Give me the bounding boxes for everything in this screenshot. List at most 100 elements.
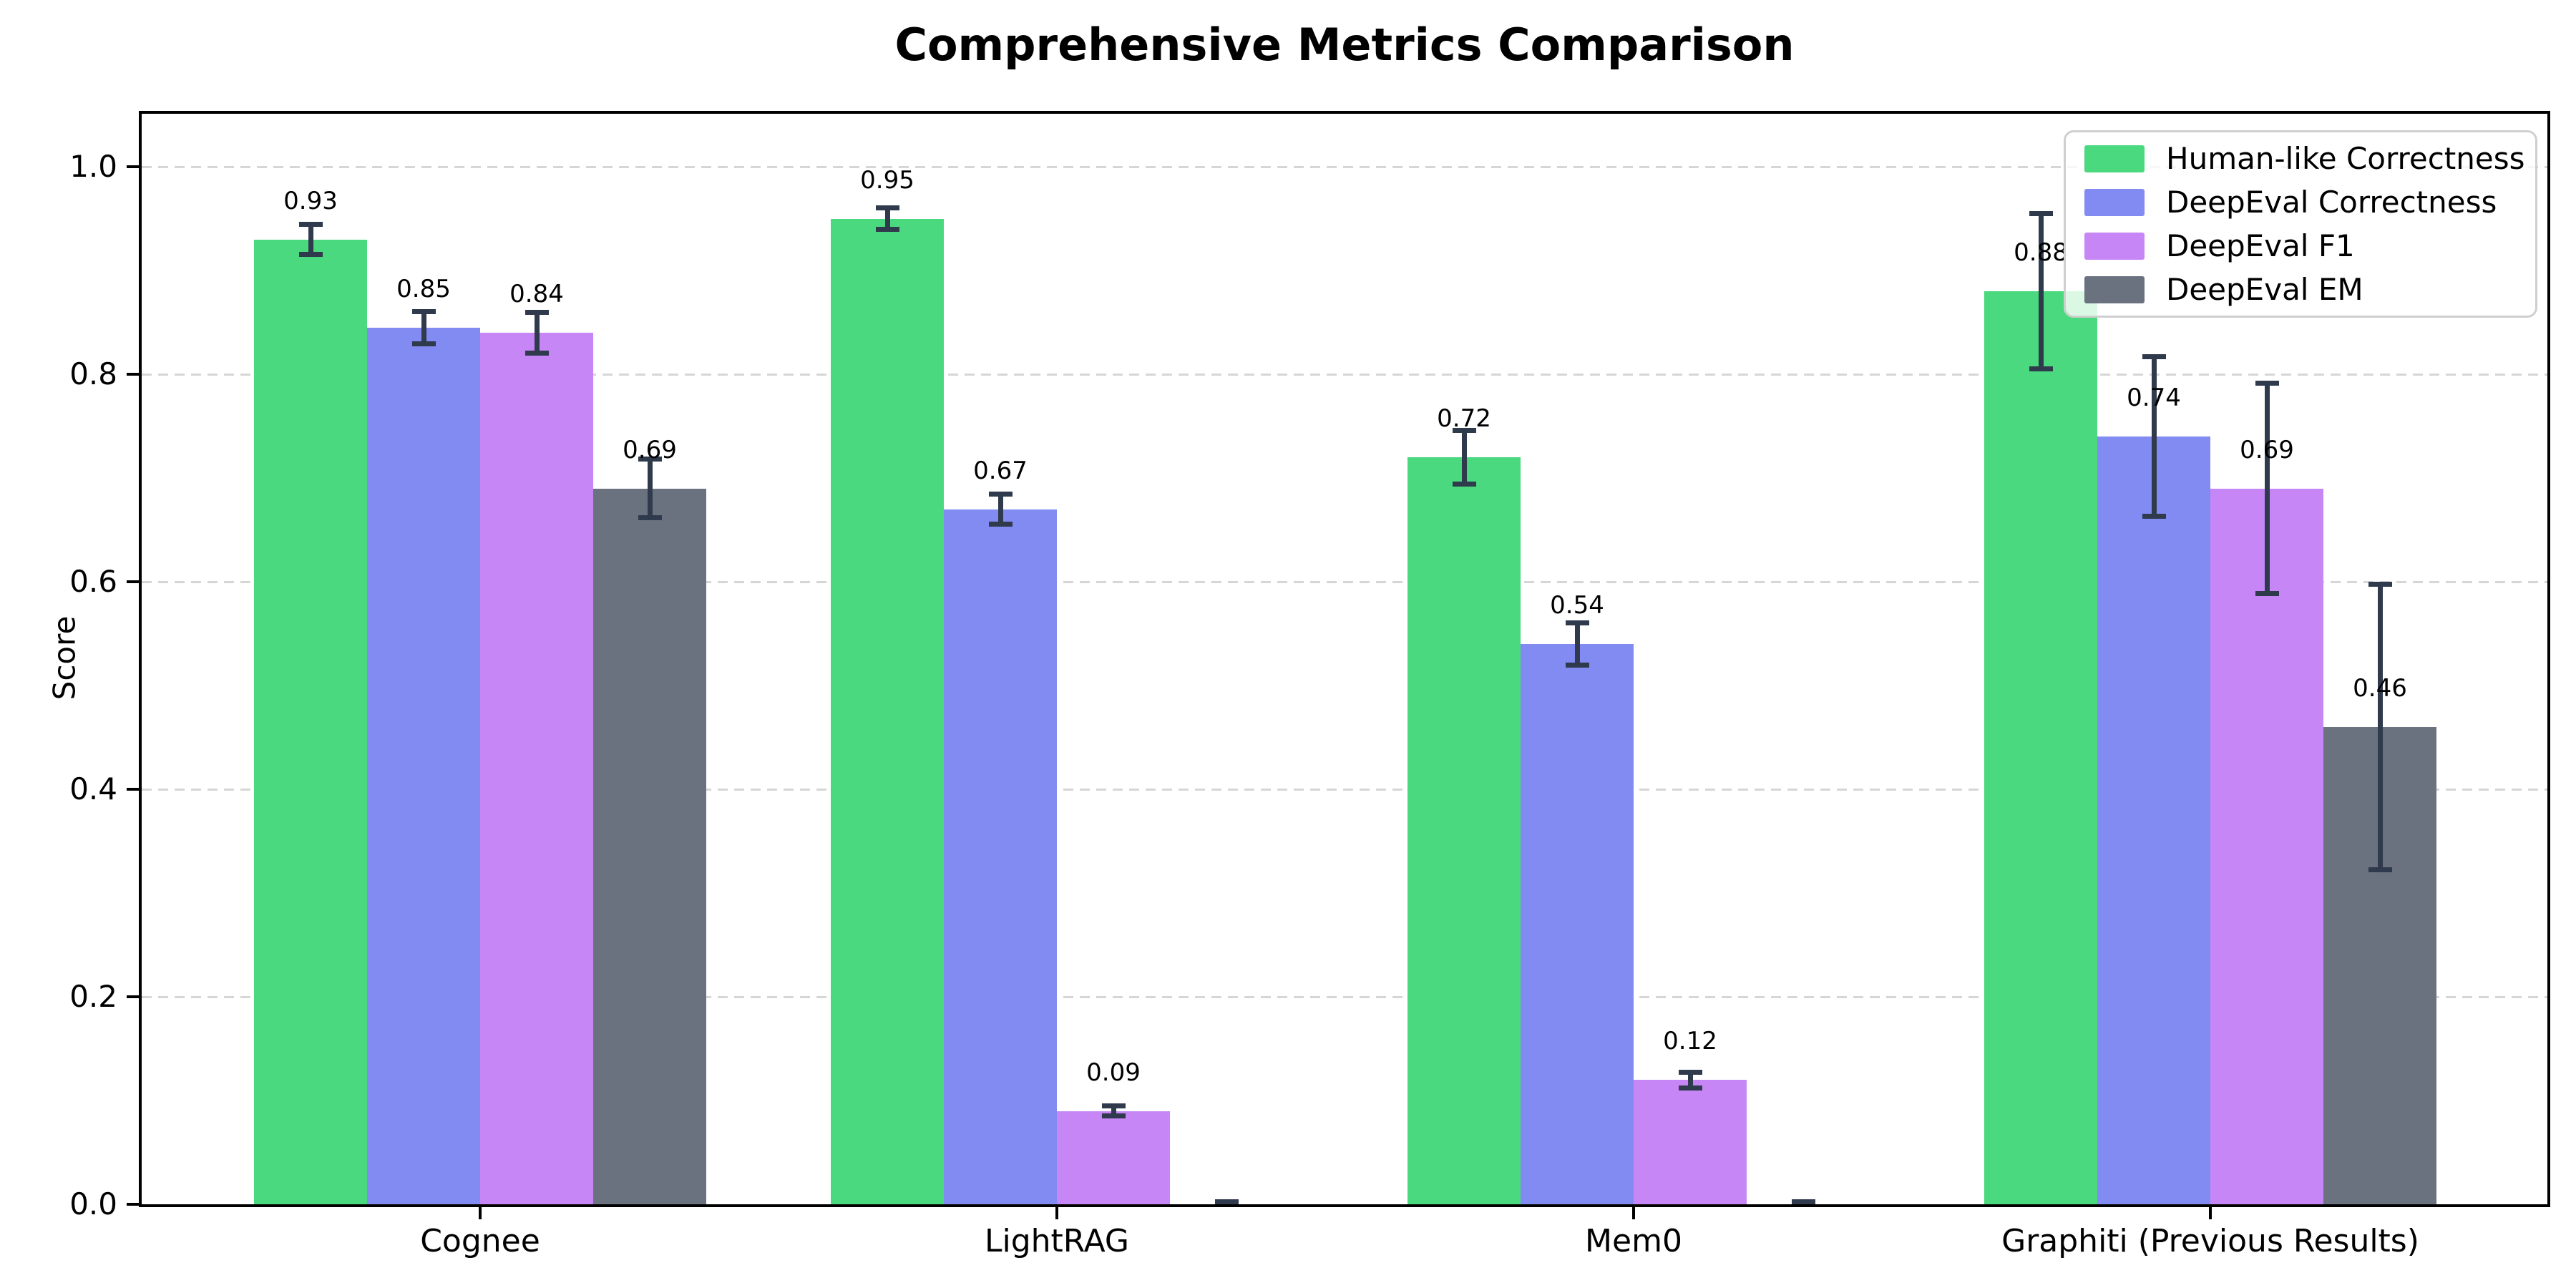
error-bar-cap-bottom: [638, 515, 662, 521]
error-bar: [2368, 582, 2392, 872]
bar-value-label: 0.95: [860, 165, 914, 195]
error-bar: [298, 221, 323, 258]
x-tick-label-0: Cognee: [420, 1223, 540, 1259]
error-bar-line: [2377, 582, 2383, 872]
error-bar-cap-bottom: [875, 227, 899, 233]
bar-value-label: 0.88: [2014, 238, 2068, 267]
bar-series0-cat3: [1984, 291, 2097, 1204]
error-bar-cap-top: [2029, 211, 2053, 217]
error-bar-cap-top: [988, 491, 1013, 497]
bar-series0-cat1: [831, 218, 944, 1204]
bar-series1-cat1: [944, 509, 1057, 1204]
gridline-0.4: [142, 788, 2547, 791]
x-tick-label-3: Graphiti (Previous Results): [2001, 1223, 2419, 1259]
error-bar-cap-top: [2368, 582, 2392, 587]
error-bar-line: [1461, 428, 1467, 487]
error-bar-cap-bottom: [2029, 366, 2053, 371]
bar-value-label: 0.54: [1550, 591, 1604, 620]
error-bar: [1452, 428, 1476, 487]
bar-series0-cat0: [254, 239, 367, 1204]
legend-swatch-icon: [2084, 188, 2145, 216]
y-tick-mark: [127, 1203, 139, 1206]
bar-value-label: 0.84: [509, 280, 564, 308]
legend-swatch-icon: [2084, 275, 2145, 303]
error-bar-line: [997, 491, 1003, 527]
error-bar-line: [308, 221, 313, 258]
legend-entry-0: Human-like Correctness: [2084, 137, 2525, 180]
error-bar: [1678, 1069, 1702, 1091]
bar-series0-cat2: [1407, 457, 1521, 1204]
error-bar-cap-top: [875, 205, 899, 210]
error-bar-cap-top: [1678, 1069, 1702, 1075]
error-bar: [2029, 211, 2053, 371]
bar-series1-cat0: [367, 327, 480, 1204]
bar-value-label: 0.74: [2127, 384, 2181, 412]
error-bar-cap-top: [638, 456, 662, 462]
error-bar: [411, 308, 436, 346]
error-bar-cap-top: [1565, 620, 1589, 625]
error-bar-cap-top: [1452, 428, 1476, 434]
error-bar-cap-bottom: [1214, 1199, 1239, 1204]
error-bar-cap-top: [2255, 380, 2279, 386]
error-bar-cap-bottom: [1101, 1113, 1126, 1118]
gridline-0.6: [142, 580, 2547, 583]
legend-swatch-icon: [2084, 232, 2145, 260]
error-bar-cap-top: [2142, 354, 2166, 360]
error-bar: [1101, 1103, 1126, 1118]
gridline-0.2: [142, 995, 2547, 998]
x-tick-label-2: Mem0: [1585, 1223, 1682, 1259]
legend-label: Human-like Correctness: [2166, 141, 2525, 176]
legend-label: DeepEval Correctness: [2166, 185, 2497, 220]
error-bar-line: [534, 310, 540, 356]
error-bar-line: [647, 456, 653, 521]
error-bar: [988, 491, 1013, 527]
bar-series3-cat0: [593, 488, 706, 1204]
y-tick-mark: [127, 373, 139, 376]
error-bar-cap-top: [298, 221, 323, 227]
error-bar-cap-bottom: [1678, 1085, 1702, 1091]
bar-value-label: 0.69: [623, 435, 677, 464]
y-tick-label: 0.2: [69, 979, 117, 1014]
error-bar-cap-bottom: [525, 350, 549, 356]
error-bar: [1565, 620, 1589, 668]
error-bar: [1214, 1199, 1239, 1204]
bar-series2-cat0: [480, 333, 593, 1204]
bar-series1-cat2: [1521, 644, 1634, 1204]
gridline-0.8: [142, 373, 2547, 376]
bar-series1-cat3: [2097, 436, 2210, 1204]
y-tick-label: 0.0: [69, 1186, 117, 1221]
legend-label: DeepEval EM: [2166, 272, 2363, 307]
error-bar-cap-top: [411, 308, 436, 314]
error-bar-cap-bottom: [2368, 867, 2392, 872]
y-tick-label: 0.6: [69, 564, 117, 599]
bar-value-label: 0.67: [973, 456, 1028, 485]
error-bar: [525, 310, 549, 356]
y-tick-label: 0.4: [69, 771, 117, 806]
error-bar-line: [421, 308, 426, 346]
bar-value-label: 0.12: [1663, 1027, 1717, 1055]
error-bar-line: [1687, 1069, 1693, 1091]
y-tick-label: 0.8: [69, 356, 117, 391]
bar-series2-cat3: [2210, 488, 2323, 1204]
legend-swatch-icon: [2084, 145, 2145, 172]
legend-entry-2: DeepEval F1: [2084, 224, 2517, 268]
x-tick-mark: [1055, 1207, 1058, 1219]
error-bar-cap-top: [1101, 1103, 1126, 1109]
error-bar: [875, 205, 899, 233]
chart-title: Comprehensive Metrics Comparison: [894, 19, 1795, 71]
error-bar-cap-bottom: [298, 252, 323, 258]
x-tick-mark: [479, 1207, 482, 1219]
bar-value-label: 0.72: [1437, 404, 1491, 433]
legend: Human-like Correctness DeepEval Correctne…: [2064, 130, 2537, 318]
y-tick-label: 1.0: [69, 149, 117, 184]
y-tick-mark: [127, 995, 139, 998]
bar-value-label: 0.85: [396, 274, 451, 303]
y-tick-mark: [127, 788, 139, 791]
y-tick-mark: [127, 165, 139, 168]
error-bar-cap-bottom: [1565, 663, 1589, 668]
error-bar-line: [1111, 1103, 1116, 1118]
gridline-1: [142, 165, 2547, 168]
error-bar-line: [2264, 380, 2270, 597]
error-bar: [1791, 1199, 1815, 1204]
